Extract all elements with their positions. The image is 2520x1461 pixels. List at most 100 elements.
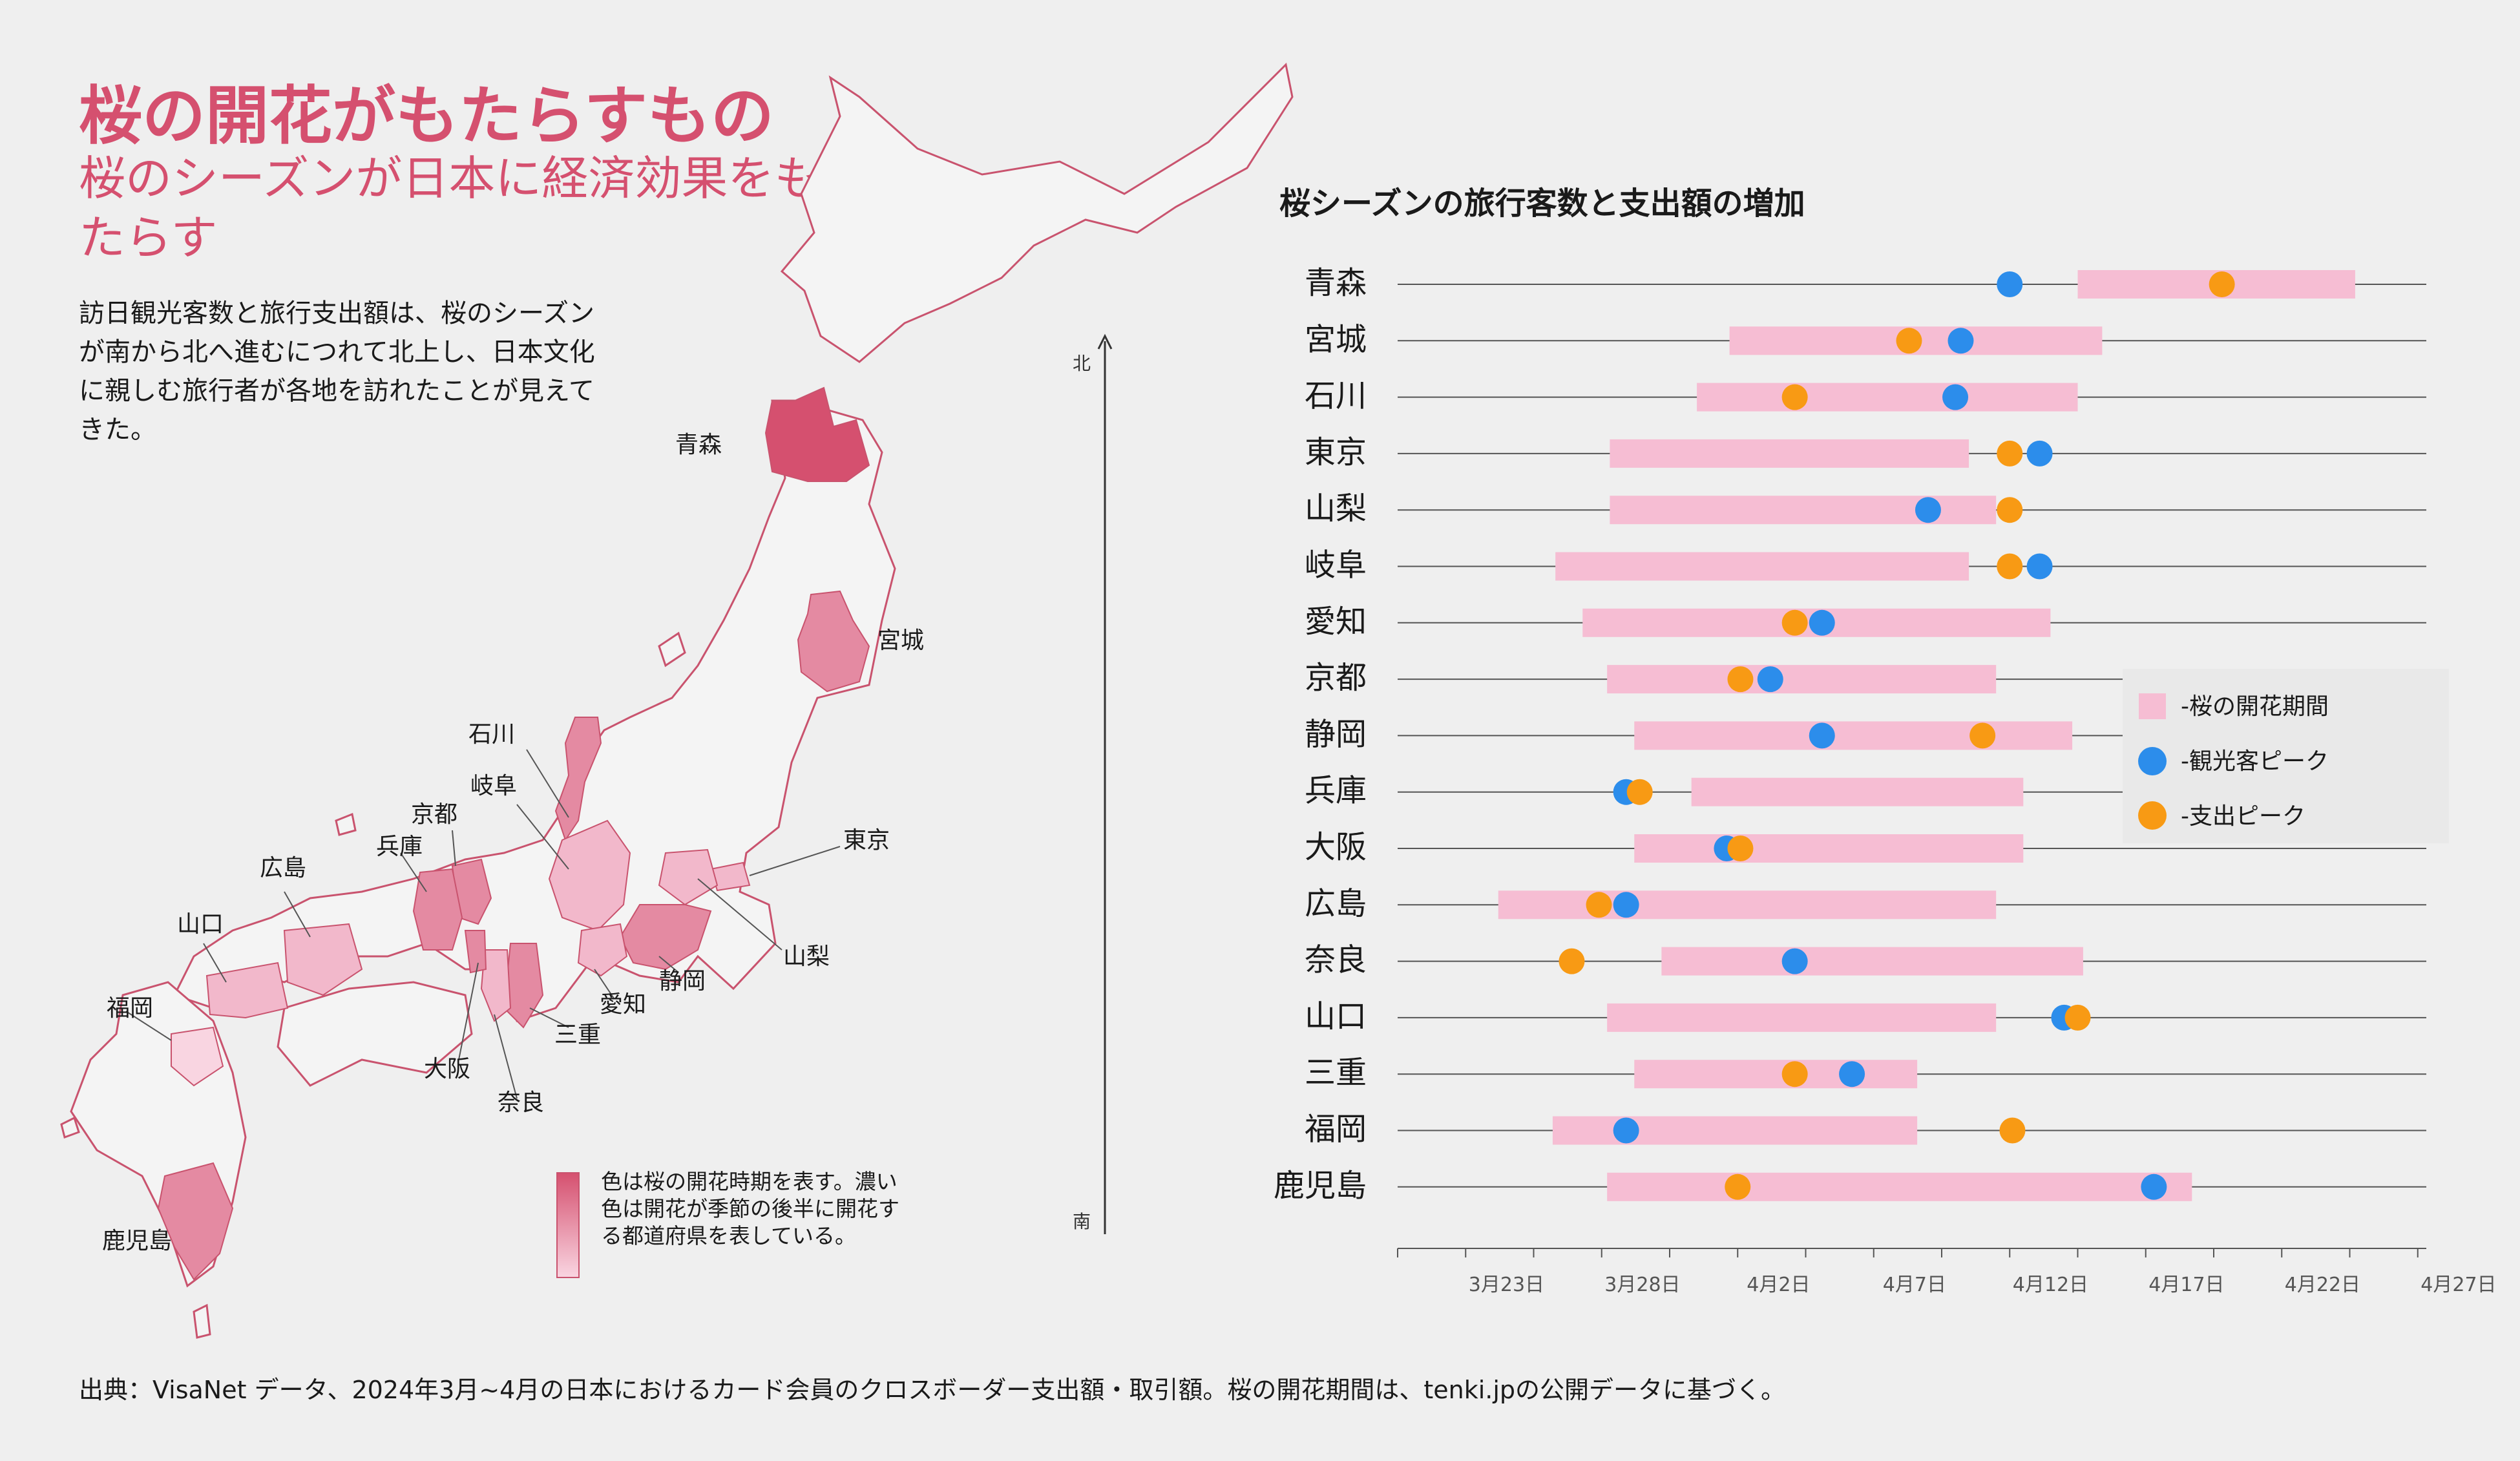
row-label: 宮城 (1305, 321, 1367, 357)
region-shikoku (277, 981, 473, 1087)
x-tick-label: 4月27日 (2420, 1274, 2496, 1296)
x-tick-label: 4月17日 (2148, 1274, 2224, 1296)
row-label: 大阪 (1305, 829, 1367, 865)
leader-fukuoka (125, 1011, 172, 1041)
label-tokyo: 東京 (843, 827, 890, 854)
chart-row: 宮城 (1305, 321, 2426, 357)
spend-peak-dot (1969, 722, 1996, 749)
leader-gifu (516, 804, 569, 870)
label-mie: 三重 (554, 1022, 601, 1048)
pref-yamanashi (658, 848, 719, 906)
label-fukuoka: 福岡 (107, 995, 153, 1022)
bloom-bar (1607, 1172, 2192, 1201)
pref-hiroshima (283, 923, 363, 996)
chart-row: 愛知 (1305, 604, 2426, 640)
source-note: 出典：VisaNet データ、2024年3月~4月の日本におけるカード会員のクロ… (79, 1376, 1786, 1404)
bloom-bar (1607, 665, 1997, 694)
spend-peak-dot (1727, 836, 1754, 861)
label-ishikawa: 石川 (468, 721, 515, 748)
pref-nara (480, 949, 512, 1022)
visitor-peak-dot (1942, 384, 1969, 410)
legend-visitor-label: -観光客ピーク (2181, 748, 2329, 775)
chart-row: 東京 (1305, 434, 2426, 470)
bloom-bar (1607, 1003, 1997, 1032)
label-osaka: 大阪 (424, 1056, 470, 1082)
row-label: 福岡 (1305, 1111, 1367, 1148)
row-label: 青森 (1305, 265, 1367, 301)
spend-peak-dot (1559, 948, 1585, 974)
x-tick-label: 3月28日 (1604, 1274, 1680, 1296)
legend-spend-label: -支出ピーク (2181, 803, 2305, 830)
row-label: 京都 (1305, 660, 1367, 696)
row-label: 岐阜 (1305, 547, 1367, 583)
label-miyagi: 宮城 (877, 627, 924, 654)
north-label: 北 (1073, 353, 1091, 374)
leader-yamaguchi (203, 943, 227, 983)
visitor-peak-dot (2141, 1173, 2167, 1200)
spend-peak-dot (2064, 1004, 2091, 1031)
island-sado (658, 631, 686, 667)
pref-aichi (577, 923, 628, 977)
row-label: 東京 (1305, 434, 1367, 470)
spend-peak-dot (1725, 1173, 1751, 1200)
label-aichi: 愛知 (600, 991, 646, 1018)
chart-row: 鹿児島 (1274, 1168, 2426, 1204)
label-hiroshima: 広島 (260, 855, 306, 881)
island-tanegashima (193, 1303, 211, 1339)
leader-yamanashi (697, 878, 782, 951)
spend-peak-dot (1999, 1117, 2026, 1144)
chart-row: 青森 (1305, 265, 2426, 301)
spend-peak-dot (1896, 328, 1922, 354)
visitor-peak-dot (1948, 328, 1974, 354)
bloom-bar (1498, 890, 1997, 920)
visitor-peak-dot (2026, 553, 2053, 580)
color-scale-bar (556, 1172, 580, 1278)
japan-map: 青森 宮城 石川 岐阜 京都 兵庫 広島 山口 福岡 大阪 奈良 三重 愛知 静… (60, 62, 1294, 1339)
bloom-bar (1555, 552, 1969, 581)
island-goto (60, 1116, 80, 1139)
chart-row: 兵庫 (1305, 773, 2426, 809)
bloom-bar (1691, 777, 2024, 806)
pref-gifu (548, 819, 631, 932)
x-tick-label: 4月12日 (2013, 1274, 2088, 1296)
leader-nara (494, 1014, 518, 1099)
spend-peak-dot (1586, 892, 1612, 918)
row-label: 静岡 (1305, 716, 1367, 752)
chart-row: 岐阜 (1305, 547, 2426, 583)
visitor-peak-dot (1809, 722, 1835, 749)
x-tick-label: 4月2日 (1747, 1274, 1810, 1296)
bloom-bar (1634, 721, 2073, 750)
legend-bloom-label: -桜の開花期間 (2181, 693, 2329, 720)
pref-aomori (764, 386, 870, 482)
bloom-bar (1552, 1116, 1918, 1145)
leader-aichi (594, 969, 614, 999)
bloom-bar (1610, 439, 1969, 468)
chart-title: 桜シーズンの旅行客数と支出額の増加 (1279, 185, 1805, 222)
chart-row: 大阪 (1305, 829, 2426, 865)
bloom-bar (1634, 1060, 1918, 1089)
x-tick-label: 4月22日 (2285, 1274, 2360, 1296)
leader-shizuoka (658, 956, 679, 973)
chart-legend: -桜の開花期間 -観光客ピーク -支出ピーク (2123, 669, 2449, 843)
visitor-peak-dot (1809, 609, 1835, 636)
bloom-bar (1661, 947, 2083, 976)
row-label: 石川 (1305, 378, 1367, 414)
chart-row: 三重 (1305, 1055, 2426, 1091)
chart-row: 山梨 (1305, 490, 2426, 527)
visitor-peak-dot (1613, 1117, 1639, 1144)
label-shizuoka: 静岡 (659, 968, 706, 994)
visitor-peak-dot (2026, 440, 2053, 467)
spend-peak-dot (1781, 384, 1808, 410)
chart-row: 広島 (1305, 885, 2426, 921)
north-south-axis: 北 南 (1073, 333, 1113, 1234)
leader-hyogo (400, 852, 427, 892)
island-oki (335, 812, 357, 836)
row-label: 山梨 (1305, 490, 1367, 527)
label-nara: 奈良 (498, 1089, 544, 1116)
pref-yamaguchi (205, 962, 289, 1019)
x-tick-label: 3月23日 (1469, 1274, 1544, 1296)
row-label: 山口 (1305, 998, 1367, 1035)
pref-osaka (464, 930, 487, 974)
chart-row: 山口 (1305, 998, 2426, 1035)
